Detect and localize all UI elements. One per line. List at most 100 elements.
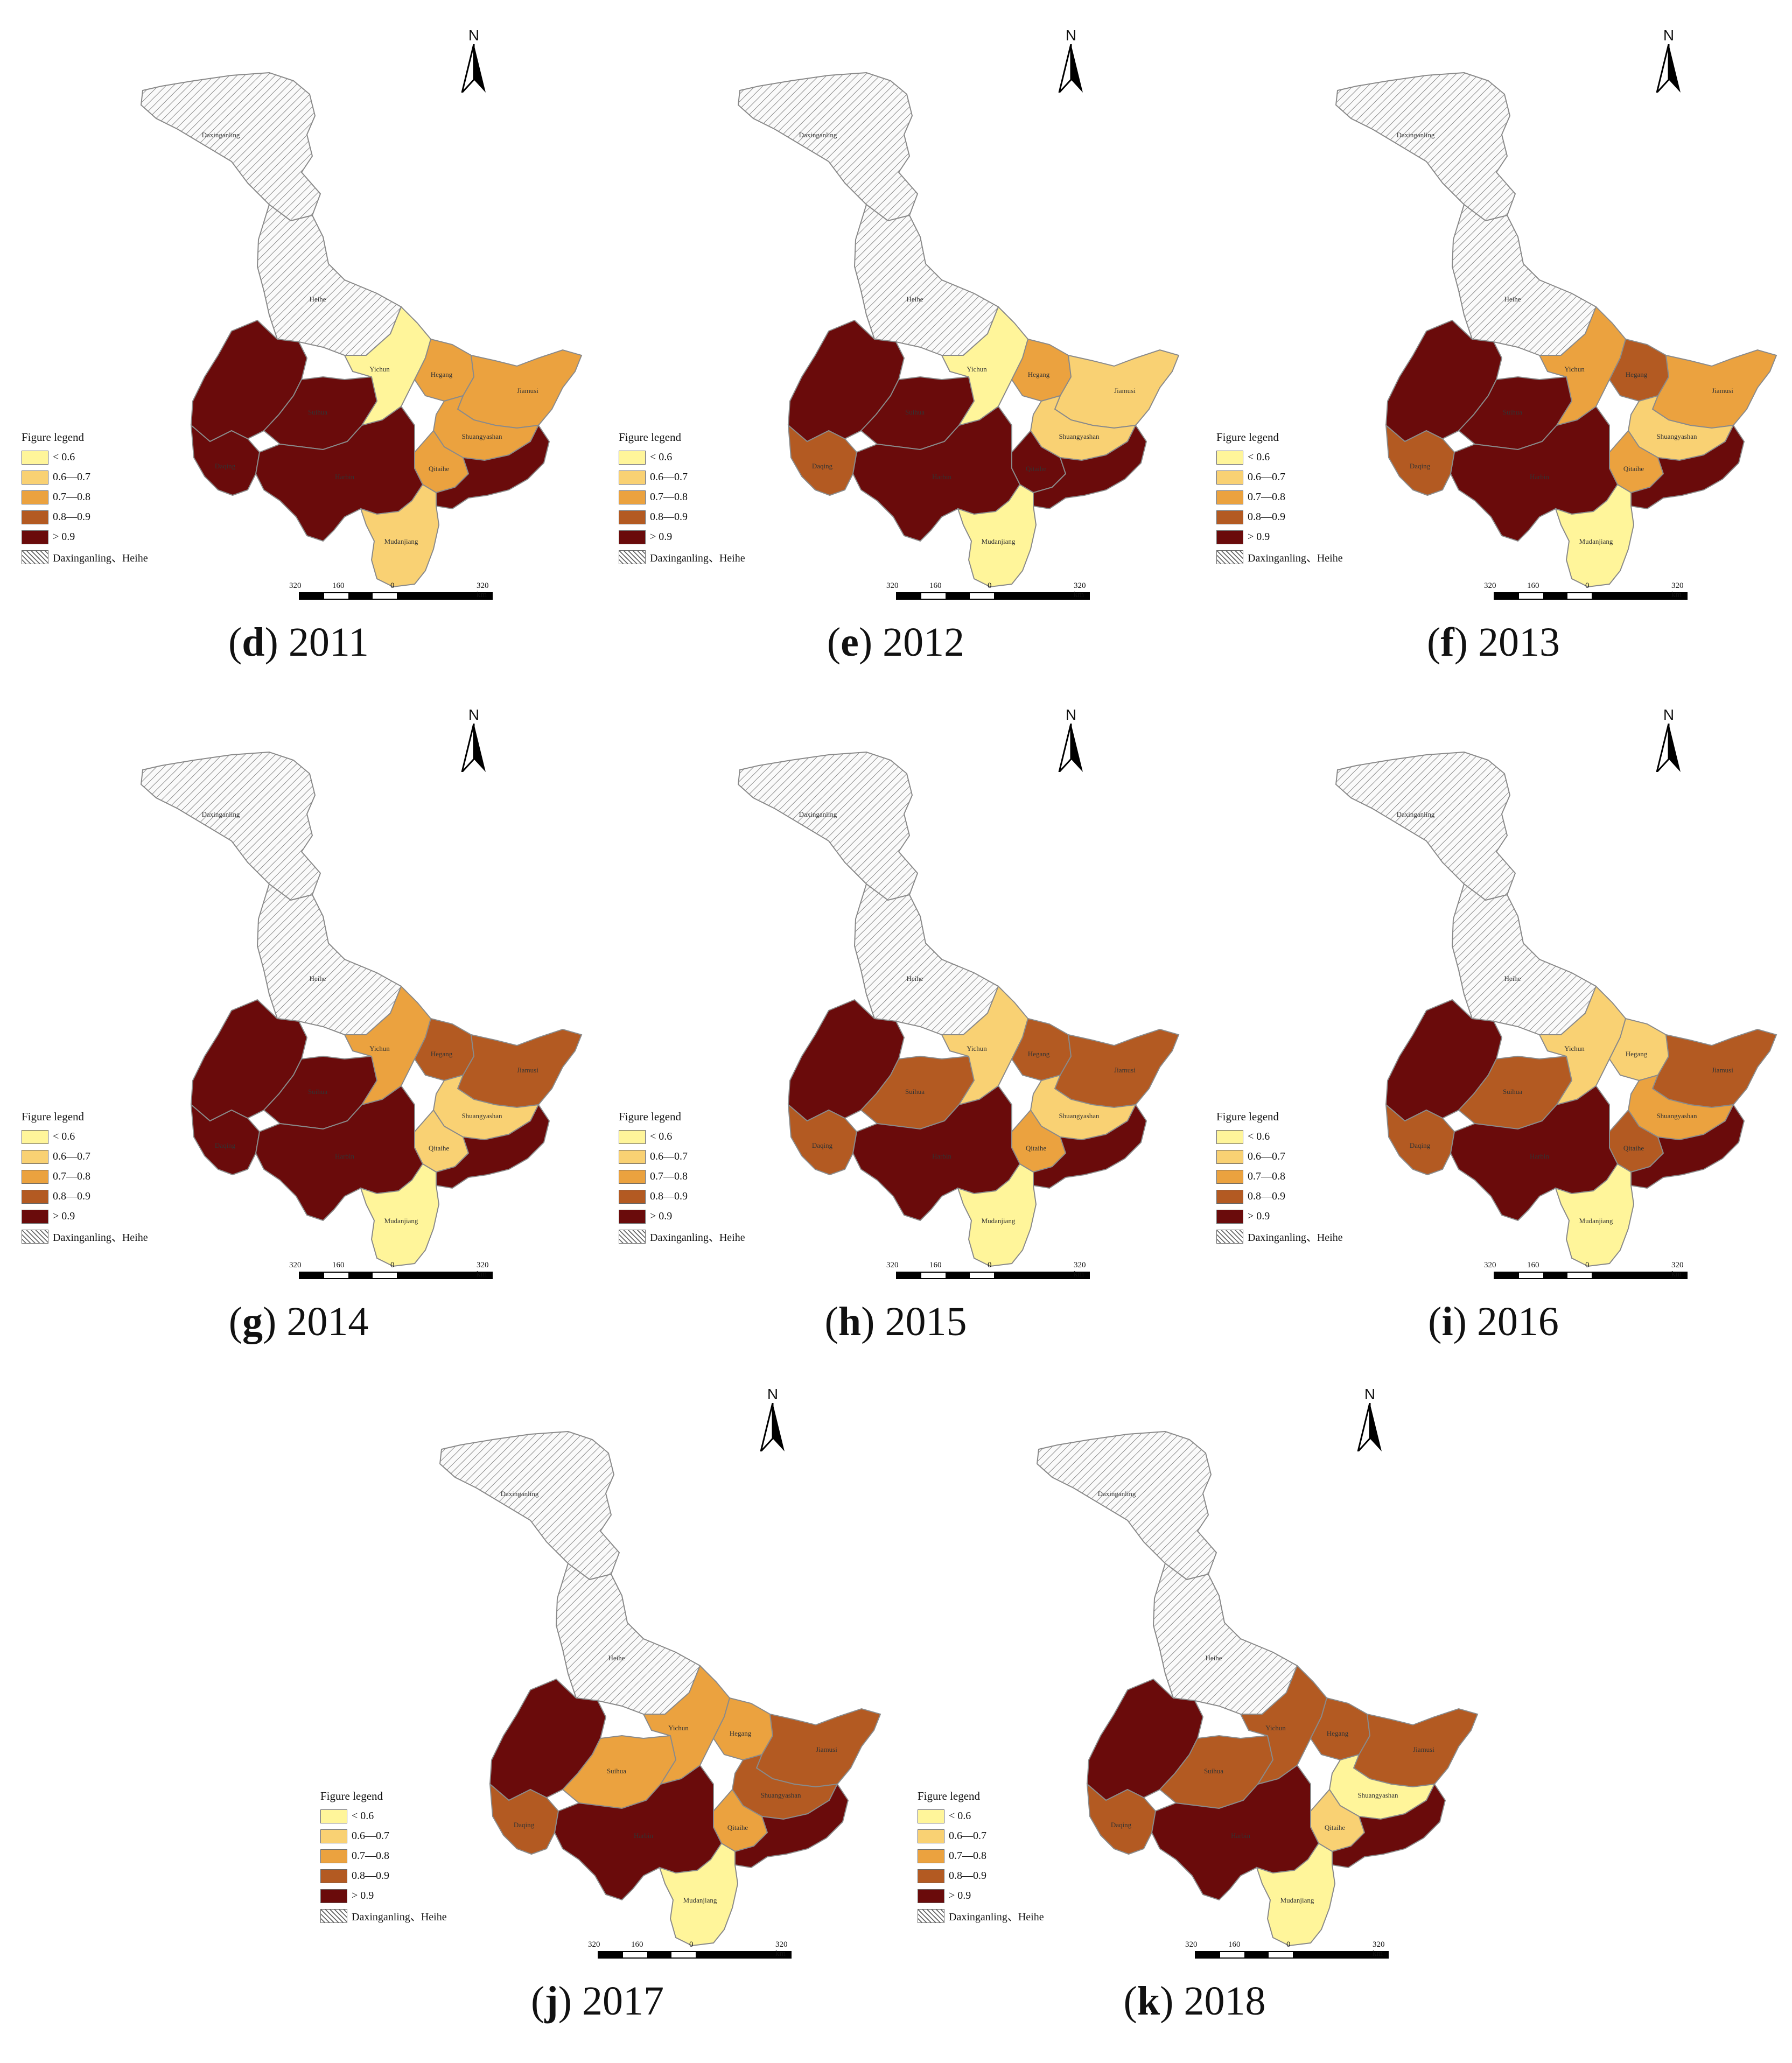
region-label-daqing: Daqing xyxy=(215,1141,236,1149)
region-label-shuangyashan: Shuangyashan xyxy=(1656,432,1697,440)
scale-label: 0 xyxy=(1585,581,1590,590)
legend: Figure legend < 0.6 0.6—0.7 0.7—0.8 0.8—0.9… xyxy=(619,1110,745,1246)
region-label-daqing: Daqing xyxy=(1111,1821,1132,1829)
north-arrow: N xyxy=(458,706,490,776)
region-label-hegang: Hegang xyxy=(431,1050,453,1058)
legend-swatch xyxy=(918,1829,944,1843)
panel-caption: (k) 2018 xyxy=(1123,1978,1266,2024)
legend-item: 0.6—0.7 xyxy=(320,1826,447,1846)
legend-label: 0.8—0.9 xyxy=(650,511,688,523)
region-label-harbin: Harbin xyxy=(335,473,355,481)
north-label: N xyxy=(1663,27,1675,44)
legend-label: 0.7—0.8 xyxy=(53,1170,90,1182)
legend: Figure legend < 0.6 0.6—0.7 0.7—0.8 0.8—0.9… xyxy=(1216,431,1343,567)
panel-caption: (j) 2017 xyxy=(531,1978,664,2024)
scale-label: 160 xyxy=(332,1261,345,1269)
map-panel-2014: Daxinganling Heihe Daqing Suihua Yichun Hegan… xyxy=(0,679,597,1363)
map-panel-2016: Daxinganling Heihe Daqing Suihua Yichun Hegan… xyxy=(1195,679,1792,1363)
region-label-harbin: Harbin xyxy=(932,1152,952,1160)
scale-label: 320 km xyxy=(477,1261,489,1279)
scale-label: 320 km xyxy=(1373,1940,1385,1958)
scale-label: 0 xyxy=(390,1261,395,1269)
legend: Figure legend < 0.6 0.6—0.7 0.7—0.8 0.8—0.9… xyxy=(22,431,148,567)
scale-label: 320 xyxy=(886,581,899,590)
legend: Figure legend < 0.6 0.6—0.7 0.7—0.8 0.8—0.9… xyxy=(918,1790,1044,1926)
region-label-qitaihe: Qitaihe xyxy=(727,1823,748,1832)
region-label-hegang: Hegang xyxy=(1028,1050,1050,1058)
legend: Figure legend < 0.6 0.6—0.7 0.7—0.8 0.8—0.9… xyxy=(619,431,745,567)
region-label-harbin: Harbin xyxy=(1231,1832,1251,1840)
scale-bar: 320 160 0 320 km xyxy=(1185,1940,1389,1959)
legend-swatch xyxy=(1216,1209,1243,1224)
panel-letter: g xyxy=(242,1299,263,1344)
panel-letter: j xyxy=(544,1978,558,2024)
region-label-heihe: Heihe xyxy=(1504,295,1521,303)
map-panel-2017: Daxinganling Heihe Daqing Suihua Yichun Hegan… xyxy=(299,1359,896,2043)
legend-item: < 0.6 xyxy=(619,447,745,467)
map-panel-2018: Daxinganling Heihe Daqing Suihua Yichun Hegan… xyxy=(896,1359,1493,2043)
legend-nodata: Daxinganling、Heihe xyxy=(22,547,148,567)
legend-label: 0.7—0.8 xyxy=(650,491,688,503)
legend-title: Figure legend xyxy=(918,1790,981,1802)
region-label-jiamusi: Jiamusi xyxy=(1712,1066,1733,1074)
legend-item: 0.6—0.7 xyxy=(1216,467,1343,487)
region-heihe xyxy=(256,204,402,356)
legend-label: 0.8—0.9 xyxy=(949,1870,986,1882)
panel-caption: (f) 2013 xyxy=(1427,620,1560,665)
panel-caption: (g) 2014 xyxy=(228,1299,369,1344)
region-label-daqing: Daqing xyxy=(812,462,833,470)
legend-swatch xyxy=(918,1869,944,1883)
scale-label: 320 xyxy=(886,1261,899,1269)
legend-label: 0.6—0.7 xyxy=(352,1830,389,1842)
region-label-daxinganling: Daxinganling xyxy=(1098,1490,1136,1498)
legend-nodata: Daxinganling、Heihe xyxy=(1216,547,1343,567)
north-arrow-icon xyxy=(1656,723,1681,773)
legend-label: 0.7—0.8 xyxy=(949,1850,986,1862)
region-label-daqing: Daqing xyxy=(215,462,236,470)
legend-item: < 0.6 xyxy=(1216,447,1343,467)
region-label-hegang: Hegang xyxy=(1626,1050,1648,1058)
legend-swatch xyxy=(22,530,48,544)
scale-label: 0 xyxy=(988,1261,992,1269)
legend-swatch xyxy=(320,1849,347,1863)
region-label-heihe: Heihe xyxy=(309,295,326,303)
legend-item: > 0.9 xyxy=(22,1206,148,1226)
region-label-daxinganling: Daxinganling xyxy=(202,131,240,139)
legend-item: 0.7—0.8 xyxy=(1216,1167,1343,1187)
legend-label: < 0.6 xyxy=(1248,451,1270,463)
region-heihe xyxy=(256,883,402,1035)
legend: Figure legend < 0.6 0.6—0.7 0.7—0.8 0.8—0.9… xyxy=(320,1790,447,1926)
scale-label: 0 xyxy=(689,1940,694,1949)
legend-swatch-hatch xyxy=(1216,550,1243,564)
legend-label: > 0.9 xyxy=(352,1890,374,1901)
region-daxinganling xyxy=(737,751,919,901)
legend-swatch xyxy=(619,1129,646,1144)
region-label-shuangyashan: Shuangyashan xyxy=(1357,1791,1398,1799)
scale-label: 160 xyxy=(631,1940,643,1949)
legend-label: > 0.9 xyxy=(1248,1210,1270,1222)
scale-label: 320 km xyxy=(1074,581,1086,599)
region-label-mudanjiang: Mudanjiang xyxy=(1579,537,1613,545)
region-label-mudanjiang: Mudanjiang xyxy=(1280,1896,1314,1904)
legend-swatch xyxy=(320,1869,347,1883)
legend-label: 0.7—0.8 xyxy=(1248,1170,1285,1182)
panel-year: 2012 xyxy=(883,620,965,665)
region-daxinganling xyxy=(140,751,321,901)
legend-item: 0.7—0.8 xyxy=(619,487,745,507)
legend-nodata: Daxinganling、Heihe xyxy=(22,1226,148,1246)
region-label-yichun: Yichun xyxy=(369,1044,390,1052)
scale-label: 320 km xyxy=(1074,1261,1086,1279)
legend-swatch xyxy=(1216,450,1243,465)
region-daxinganling xyxy=(439,1430,620,1581)
region-label-mudanjiang: Mudanjiang xyxy=(384,1217,418,1225)
region-label-daxinganling: Daxinganling xyxy=(1397,131,1435,139)
panel-letter: d xyxy=(242,620,265,665)
legend-item: > 0.9 xyxy=(1216,1206,1343,1226)
region-label-harbin: Harbin xyxy=(1530,473,1550,481)
legend-label: > 0.9 xyxy=(53,1210,75,1222)
legend-item: 0.6—0.7 xyxy=(1216,1147,1343,1167)
region-label-daxinganling: Daxinganling xyxy=(501,1490,539,1498)
region-label-hegang: Hegang xyxy=(730,1729,752,1737)
region-daqing xyxy=(489,1783,559,1855)
province-map: Daxinganling Heihe Daqing Suihua Yichun Hegan… xyxy=(140,751,583,1267)
